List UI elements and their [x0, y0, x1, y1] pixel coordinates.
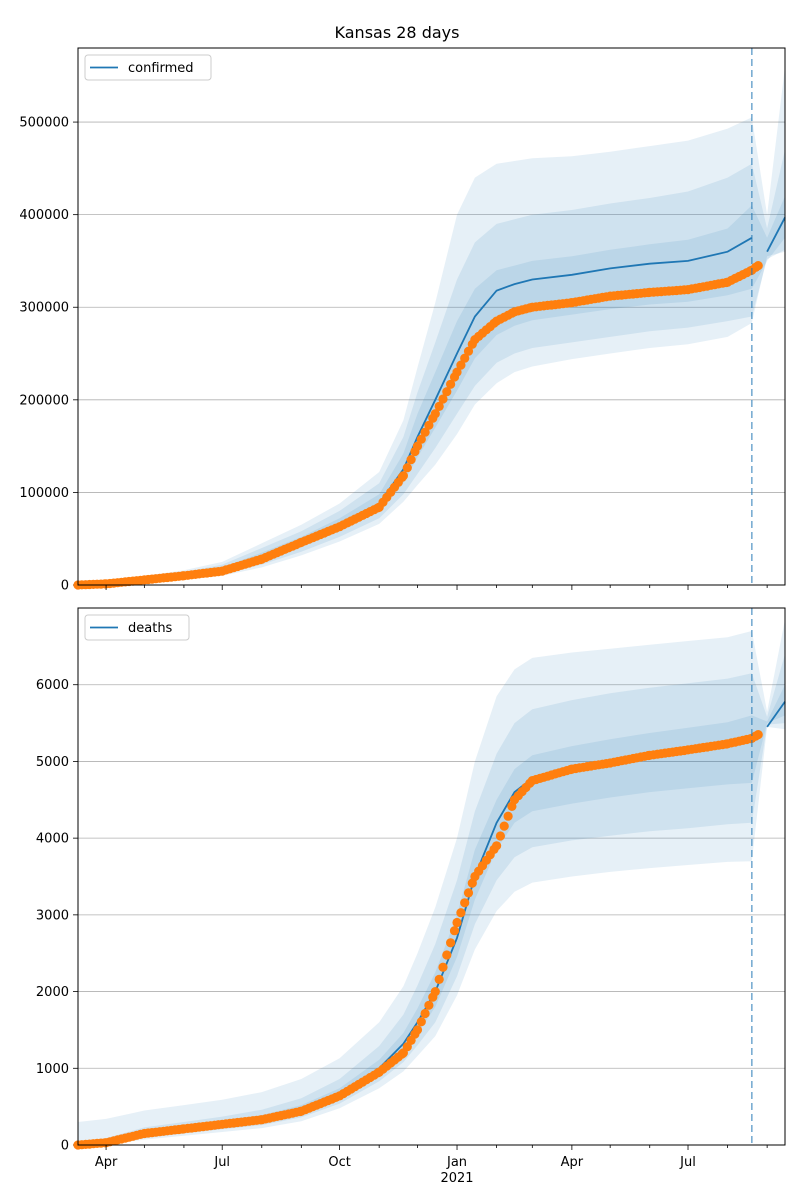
- figure-title: Kansas 28 days: [335, 23, 460, 42]
- axes-frame: [77, 47, 786, 586]
- observed-point: [420, 1008, 430, 1019]
- observed-point: [434, 974, 444, 985]
- confidence-band-outer: [78, 66, 785, 585]
- observed-point: [412, 441, 423, 451]
- observed-point: [449, 926, 460, 936]
- confidence-band-middle: [78, 149, 785, 586]
- observed-point: [463, 888, 474, 898]
- observed-point: [499, 821, 509, 831]
- y-tick-label: 5000: [36, 755, 69, 770]
- legend-box: [84, 614, 190, 641]
- forecast-line: [766, 701, 786, 728]
- y-tick-label: 2000: [36, 985, 69, 1000]
- legend: deaths: [84, 614, 190, 641]
- y-tick-label: 0: [61, 579, 69, 594]
- observed-point: [446, 379, 456, 389]
- legend: confirmed: [84, 54, 212, 81]
- legend-label: confirmed: [128, 61, 194, 76]
- y-tick-label: 300000: [19, 301, 69, 316]
- observed-point: [398, 471, 408, 481]
- confidence-band-outer: [78, 619, 785, 1145]
- forecast-line: [766, 216, 786, 253]
- observed-point: [463, 346, 474, 356]
- observed-point: [456, 908, 466, 918]
- confidence-band-inner: [78, 684, 785, 1145]
- observed-point: [452, 917, 462, 928]
- observed-point: [430, 987, 440, 997]
- x-tick-label: Apr: [95, 1155, 118, 1170]
- y-tick-label: 1000: [36, 1062, 69, 1077]
- y-tick-label: 500000: [19, 116, 69, 131]
- y-tick-label: 200000: [19, 393, 69, 408]
- observed-point: [416, 434, 426, 444]
- y-tick-label: 3000: [36, 908, 69, 923]
- observed-point: [442, 950, 452, 960]
- x-tick-label: Jul: [679, 1155, 696, 1170]
- x-axis: Apr Jul Oct Jan Apr Jul 2021: [95, 1155, 696, 1186]
- y-tick-label: 0: [61, 1139, 69, 1154]
- x-tick-label: Oct: [328, 1155, 350, 1170]
- observed-point: [420, 427, 430, 437]
- x-tick-label: Apr: [561, 1155, 584, 1170]
- observed-point: [446, 938, 456, 948]
- observed-point: [438, 962, 448, 972]
- confirmed-panel: 0 100000 200000 300000 400000 500000 confirmed: [19, 47, 786, 594]
- observed-point: [495, 831, 505, 841]
- x-year-label: 2021: [440, 1171, 473, 1186]
- observed-point: [753, 261, 763, 271]
- observed-point: [434, 401, 444, 411]
- observed-point: [424, 420, 434, 430]
- observed-point: [438, 394, 448, 404]
- y-tick-label: 100000: [19, 486, 69, 501]
- observed-point: [442, 387, 452, 397]
- axes-frame: [77, 607, 786, 1146]
- confidence-band-inner: [78, 196, 785, 585]
- observed-point: [412, 1025, 423, 1035]
- confidence-band-middle: [78, 654, 785, 1145]
- x-tick-label: Jul: [213, 1155, 230, 1170]
- observed-point: [406, 455, 416, 465]
- observed-point: [460, 353, 470, 363]
- observed-point: [430, 409, 440, 419]
- observed-point: [460, 898, 470, 908]
- legend-label: deaths: [128, 621, 173, 636]
- observed-point: [402, 463, 412, 473]
- y-tick-label: 6000: [36, 678, 69, 693]
- observed-point: [503, 811, 513, 821]
- observed-point: [456, 360, 466, 370]
- legend-box: [84, 54, 212, 81]
- observed-point: [753, 730, 763, 740]
- y-tick-label: 400000: [19, 208, 69, 223]
- observed-point: [492, 841, 502, 851]
- observed-point: [424, 1000, 434, 1010]
- deaths-panel: 0 1000 2000 3000 4000 5000 6000 deaths: [36, 607, 786, 1154]
- y-tick-label: 4000: [36, 832, 69, 847]
- observed-point: [452, 367, 462, 377]
- x-tick-label: Jan: [446, 1155, 467, 1170]
- observed-point: [416, 1017, 426, 1027]
